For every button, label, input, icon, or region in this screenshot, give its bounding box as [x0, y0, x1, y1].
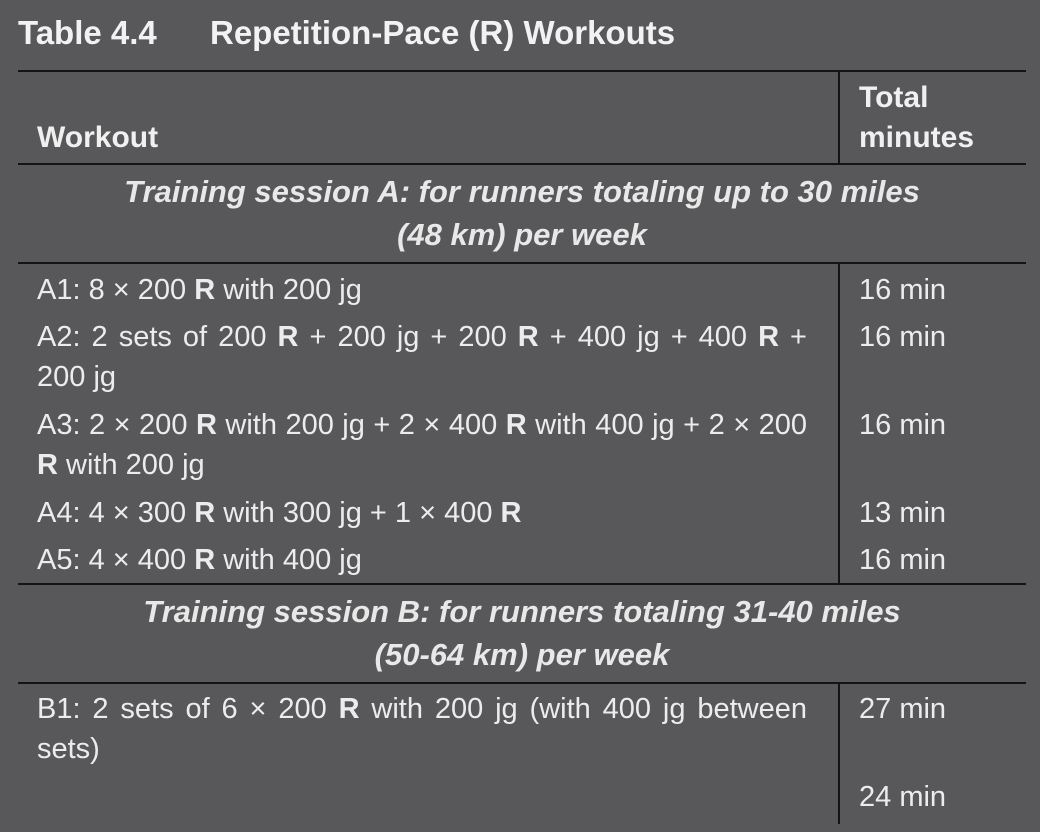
session-b-rule	[18, 682, 1026, 684]
header-minutes-line2: minutes	[859, 121, 975, 154]
pace-marker: R	[338, 693, 360, 725]
session-b-heading: Training session B: for runners totaling…	[18, 590, 1026, 676]
table-row: A2: 2 sets of 200 R + 200 jg + 200 R + 4…	[37, 317, 807, 397]
session-a-rule	[18, 262, 1026, 264]
workout-text: A2: 2 sets of 200	[37, 321, 278, 353]
row-minutes: 13 min	[859, 497, 947, 529]
session-a-heading-line1: Training session A: for runners totaling…	[124, 174, 920, 209]
session-a-heading-line2: (48 km) per week	[397, 217, 647, 252]
pace-marker: R	[37, 449, 58, 481]
table-title: Table 4.4 Repetition-Pace (R) Workouts	[18, 14, 675, 52]
table-caption: Repetition-Pace (R) Workouts	[210, 14, 676, 51]
workout-text: B1: 2 sets of 6 × 200	[37, 693, 339, 725]
top-rule	[18, 70, 1026, 72]
session-b-heading-line2: (50-64 km) per week	[374, 637, 670, 672]
workout-text: + 200 jg	[37, 321, 807, 393]
workout-text: A3: 2 × 200	[37, 409, 196, 441]
session-a-heading: Training session A: for runners totaling…	[18, 170, 1026, 256]
workout-text: A4: 4 × 300	[37, 497, 195, 529]
table-number: Table 4.4	[18, 14, 157, 51]
session-b-column-divider	[838, 683, 840, 824]
workout-text: + 200 jg + 200	[298, 321, 518, 353]
row-minutes: 16 min	[859, 544, 947, 576]
pace-marker: R	[195, 409, 217, 441]
table-row: A1: 8 × 200 R with 200 jg	[37, 270, 807, 310]
header-workout: Workout	[37, 121, 159, 154]
row-minutes: 16 min	[859, 274, 947, 306]
table-row: A3: 2 × 200 R with 200 jg + 2 × 400 R wi…	[37, 405, 807, 485]
pace-marker: R	[194, 544, 216, 576]
session-b-heading-line1: Training session B: for runners totaling…	[143, 594, 901, 629]
pace-marker: R	[505, 409, 527, 441]
workout-text: with 400 jg + 2 × 200	[526, 409, 808, 441]
workout-text: with 200 jg (with 400 jg between sets)	[37, 693, 807, 765]
row-minutes: 16 min	[859, 321, 947, 353]
pace-marker: R	[517, 321, 539, 353]
pace-marker: R	[277, 321, 299, 353]
workout-text: with 200 jg	[215, 274, 362, 306]
workout-text: + 400 jg + 400	[538, 321, 759, 353]
header-column-divider	[838, 71, 840, 164]
workout-text: with 300 jg + 1 × 400	[215, 497, 501, 529]
workout-text: with 400 jg	[215, 544, 362, 576]
row-minutes: 27 min	[859, 693, 947, 725]
table-row: A4: 4 × 300 R with 300 jg + 1 × 400 R	[37, 493, 807, 533]
pace-marker: R	[758, 321, 780, 353]
header-rule	[18, 163, 1026, 165]
header-minutes-line1: Total	[859, 81, 929, 114]
pace-marker: R	[500, 497, 522, 529]
table-row: A5: 4 × 400 R with 400 jg	[37, 540, 807, 580]
workout-text: with 200 jg + 2 × 400	[216, 409, 506, 441]
table-row: B1: 2 sets of 6 × 200 R with 200 jg (wit…	[37, 689, 807, 769]
session-a-column-divider	[838, 263, 840, 584]
workout-text: with 200 jg	[57, 449, 205, 481]
workout-text: A1: 8 × 200	[37, 274, 195, 306]
workout-text: A5: 4 × 400	[37, 544, 195, 576]
pace-marker: R	[194, 274, 216, 306]
session-b-top-rule	[18, 583, 1026, 585]
pace-marker: R	[194, 497, 216, 529]
row-minutes: 16 min	[859, 409, 947, 441]
row-minutes: 24 min	[859, 781, 947, 813]
